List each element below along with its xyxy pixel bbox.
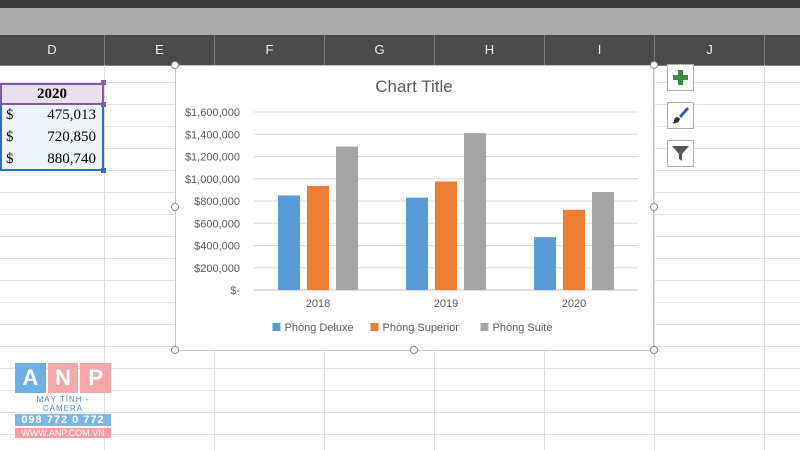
window-top-bar — [0, 0, 800, 8]
bar — [307, 185, 329, 290]
legend-swatch — [480, 323, 489, 331]
chart-styles-button[interactable] — [667, 102, 694, 129]
logo-letter: A — [15, 363, 46, 393]
legend-label: Phòng Superior — [383, 322, 460, 334]
cell-value: 720,850 — [47, 129, 96, 145]
cell-value: 475,013 — [47, 107, 96, 123]
bar — [464, 133, 486, 290]
column-header-h[interactable]: H — [435, 35, 545, 65]
brush-icon — [672, 107, 689, 124]
y-tick-label: $1,600,000 — [185, 107, 240, 119]
y-tick-label: $1,000,000 — [185, 174, 240, 186]
cell-value-row-1[interactable]: $ 475,013 — [0, 105, 104, 127]
chart-area[interactable]: Chart Title $- $200,000 $400,000 $600,000 $8… — [175, 65, 654, 351]
chart-resize-handle-bottom-left[interactable] — [171, 346, 179, 354]
y-tick-label: $1,400,000 — [185, 129, 240, 141]
legend-swatch — [272, 323, 281, 331]
chart-resize-handle-top-right[interactable] — [650, 61, 658, 69]
y-tick-label: $- — [230, 285, 240, 297]
column-header-k[interactable] — [765, 35, 800, 65]
column-header-bar: D E F G H I J — [0, 35, 800, 66]
formula-bar-area[interactable] — [0, 8, 800, 35]
chart-resize-handle-middle-left[interactable] — [171, 203, 179, 211]
range-handle-header-bottom[interactable] — [101, 102, 106, 107]
y-tick-label: $1,200,000 — [185, 152, 240, 164]
currency-symbol: $ — [6, 129, 14, 145]
currency-symbol: $ — [6, 107, 14, 123]
chart-resize-handle-bottom-right[interactable] — [650, 346, 658, 354]
range-handle-bottom[interactable] — [101, 168, 106, 173]
cell-value-row-3[interactable]: $ 880,740 — [0, 149, 104, 171]
logo-letter: N — [47, 363, 79, 393]
bar — [406, 197, 428, 290]
x-tick-label: 2019 — [434, 298, 458, 310]
column-header-i[interactable]: I — [545, 35, 655, 65]
bar — [592, 192, 614, 290]
x-tick-label: 2020 — [562, 298, 586, 310]
y-tick-label: $600,000 — [194, 218, 240, 230]
y-tick-label: $800,000 — [194, 196, 240, 208]
chart-elements-button[interactable] — [667, 64, 694, 91]
column-header-j[interactable]: J — [655, 35, 765, 65]
bar — [435, 181, 457, 290]
bar — [563, 209, 585, 290]
y-tick-label: $200,000 — [194, 263, 240, 275]
chart-resize-handle-bottom-middle[interactable] — [410, 346, 418, 354]
bar-chart: Chart Title $- $200,000 $400,000 $600,000 $8… — [185, 77, 638, 334]
bar — [336, 146, 358, 290]
plus-icon — [673, 70, 688, 85]
y-tick-label: $400,000 — [194, 241, 240, 253]
logo-phone: 098 772 0 772 — [15, 414, 111, 426]
legend-label: Phòng Deluxe — [285, 322, 354, 334]
column-header-d[interactable]: D — [0, 35, 105, 65]
column-header-f[interactable]: F — [215, 35, 325, 65]
chart-resize-handle-middle-right[interactable] — [650, 203, 658, 211]
column-header-e[interactable]: E — [105, 35, 215, 65]
chart-title[interactable]: Chart Title — [375, 77, 452, 96]
currency-symbol: $ — [6, 151, 14, 167]
bar — [534, 237, 556, 290]
range-handle-top[interactable] — [101, 80, 106, 85]
bar — [278, 195, 300, 290]
chart-filters-button[interactable] — [667, 140, 694, 167]
cell-value-row-2[interactable]: $ 720,850 — [0, 127, 104, 149]
legend-label: Phòng Suite — [493, 322, 553, 334]
logo-website: WWW.ANP.COM.VN — [15, 428, 111, 438]
column-header-g[interactable]: G — [325, 35, 435, 65]
x-tick-label: 2018 — [306, 298, 330, 310]
cell-header-2020[interactable]: 2020 — [0, 83, 104, 105]
cell-value: 880,740 — [47, 151, 96, 167]
chart-resize-handle-top-left[interactable] — [171, 61, 179, 69]
anp-logo: A N P MÁY TÍNH - CAMERA 098 772 0 772 WW… — [15, 363, 112, 438]
legend-swatch — [370, 323, 379, 331]
logo-letter: P — [80, 363, 112, 393]
filter-icon — [672, 146, 689, 161]
logo-tagline: MÁY TÍNH - CAMERA — [36, 395, 90, 413]
